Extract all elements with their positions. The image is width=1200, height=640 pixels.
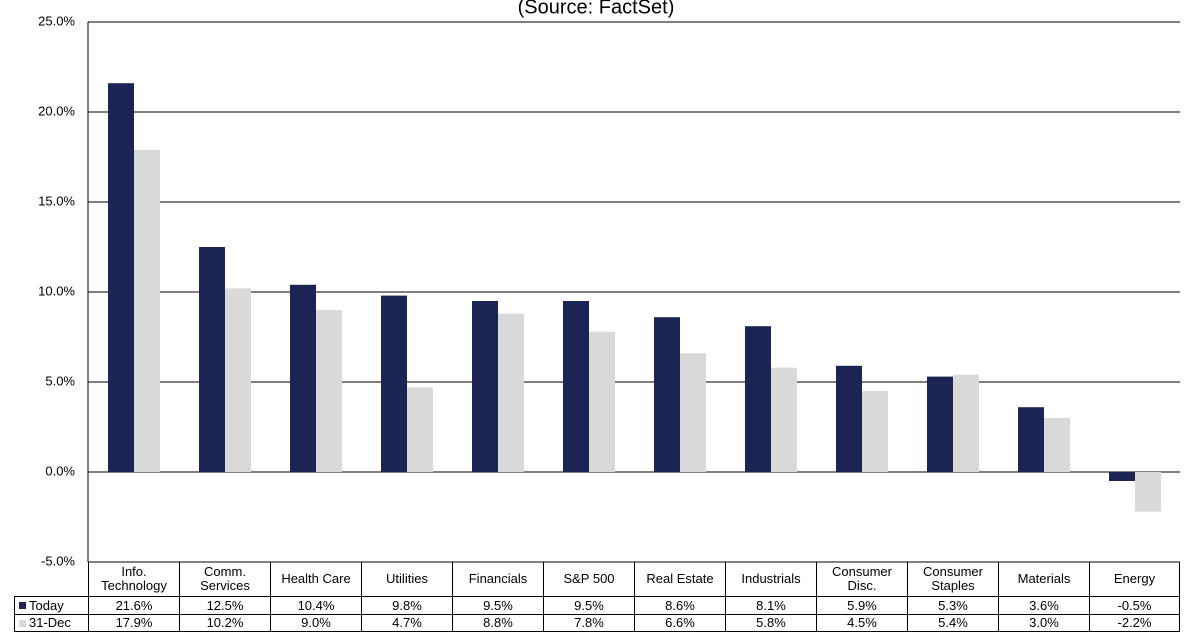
category-label: Consumer Staples xyxy=(907,562,998,596)
table-value: 4.7% xyxy=(361,614,452,632)
table-value: 9.0% xyxy=(270,614,361,632)
bar xyxy=(381,295,407,472)
y-tick-label: 0.0% xyxy=(45,463,75,478)
table-value: 8.1% xyxy=(725,596,816,614)
table-value: 21.6% xyxy=(88,596,179,614)
category-label: Comm. Services xyxy=(179,562,270,596)
table-value: 5.4% xyxy=(907,614,998,632)
table-value: 9.5% xyxy=(452,596,543,614)
bar xyxy=(316,310,342,472)
bar xyxy=(498,313,524,472)
bar xyxy=(836,365,862,472)
legend-swatch xyxy=(19,619,26,627)
category-label: Real Estate xyxy=(634,562,725,596)
table-value: 17.9% xyxy=(88,614,179,632)
table-value: 10.2% xyxy=(179,614,270,632)
y-tick-label: -5.0% xyxy=(41,553,75,568)
bar xyxy=(407,387,433,472)
legend-entry: Today xyxy=(14,596,88,614)
table-value: -0.5% xyxy=(1089,596,1180,614)
category-label: Utilities xyxy=(361,562,452,596)
table-value: 9.5% xyxy=(543,596,634,614)
legend-entry: 31-Dec xyxy=(14,614,88,632)
table-value: 7.8% xyxy=(543,614,634,632)
bar xyxy=(199,247,225,472)
legend-label: 31-Dec xyxy=(29,615,71,630)
table-value: 10.4% xyxy=(270,596,361,614)
table-value: 8.8% xyxy=(452,614,543,632)
table-value: 5.8% xyxy=(725,614,816,632)
y-tick-label: 10.0% xyxy=(38,283,75,298)
bar xyxy=(108,83,134,472)
y-tick-label: 15.0% xyxy=(38,193,75,208)
table-value: 8.6% xyxy=(634,596,725,614)
table-value: -2.2% xyxy=(1089,614,1180,632)
category-label: S&P 500 xyxy=(543,562,634,596)
bar xyxy=(680,353,706,472)
category-label: Info. Technology xyxy=(88,562,179,596)
category-label: Energy xyxy=(1089,562,1180,596)
table-value: 5.9% xyxy=(816,596,907,614)
table-value: 12.5% xyxy=(179,596,270,614)
bar xyxy=(589,331,615,472)
table-value: 9.8% xyxy=(361,596,452,614)
table-value: 5.3% xyxy=(907,596,998,614)
bar xyxy=(1044,418,1070,472)
chart-subtitle: (Source: FactSet) xyxy=(518,0,675,18)
bar xyxy=(225,288,251,472)
legend-swatch xyxy=(19,602,26,609)
bar xyxy=(862,391,888,472)
y-tick-label: 20.0% xyxy=(38,103,75,118)
y-tick-label: 25.0% xyxy=(38,13,75,28)
bar xyxy=(134,149,160,473)
bar xyxy=(472,301,498,472)
category-label: Industrials xyxy=(725,562,816,596)
category-label: Health Care xyxy=(270,562,361,596)
bar xyxy=(771,367,797,472)
table-value: 3.6% xyxy=(998,596,1089,614)
bar xyxy=(1018,407,1044,472)
bar xyxy=(953,374,979,472)
table-value: 3.0% xyxy=(998,614,1089,632)
bar xyxy=(290,284,316,472)
bar xyxy=(745,326,771,472)
bar xyxy=(1109,472,1135,481)
bar xyxy=(654,317,680,472)
table-value: 4.5% xyxy=(816,614,907,632)
table-value: 6.6% xyxy=(634,614,725,632)
bar xyxy=(1135,472,1161,512)
y-tick-label: 5.0% xyxy=(45,373,75,388)
category-label: Financials xyxy=(452,562,543,596)
bar xyxy=(927,376,953,472)
legend-label: Today xyxy=(29,597,64,613)
category-label: Materials xyxy=(998,562,1089,596)
category-label: Consumer Disc. xyxy=(816,562,907,596)
bar xyxy=(563,301,589,472)
